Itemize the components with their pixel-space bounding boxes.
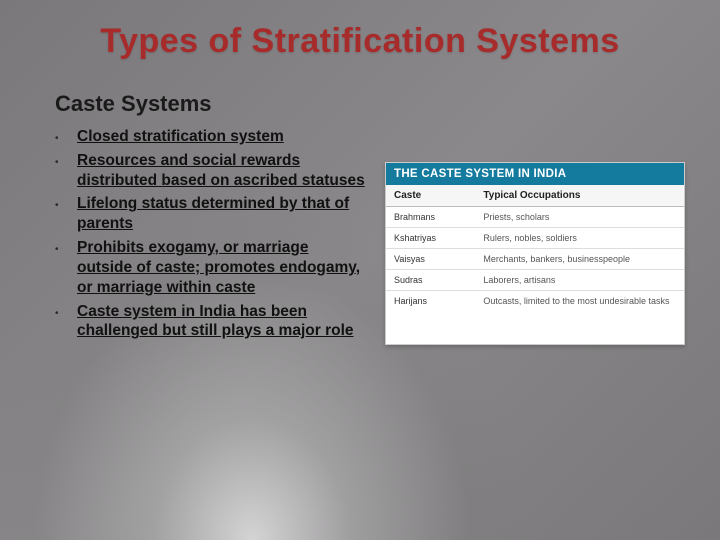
list-item: • Resources and social rewards distribut… xyxy=(55,151,365,191)
table-row: Kshatriyas Rulers, nobles, soldiers xyxy=(386,228,684,249)
list-item: • Prohibits exogamy, or marriage outside… xyxy=(55,238,365,297)
bullet-text: Caste system in India has been challenge… xyxy=(77,302,365,342)
table-row: Harijans Outcasts, limited to the most u… xyxy=(386,291,684,312)
bullet-text: Lifelong status determined by that of pa… xyxy=(77,194,365,234)
cell-occupation: Outcasts, limited to the most undesirabl… xyxy=(475,291,684,312)
bullet-icon: • xyxy=(55,302,77,342)
cell-caste: Vaisyas xyxy=(386,249,475,270)
table-header: THE CASTE SYSTEM IN INDIA xyxy=(386,163,684,185)
table-row: Sudras Laborers, artisans xyxy=(386,270,684,291)
list-item: • Caste system in India has been challen… xyxy=(55,302,365,342)
column-header-occupations: Typical Occupations xyxy=(475,185,684,207)
table-row: Brahmans Priests, scholars xyxy=(386,207,684,228)
cell-occupation: Priests, scholars xyxy=(475,207,684,228)
slide-title: Types of Stratification Systems xyxy=(0,0,720,61)
cell-occupation: Rulers, nobles, soldiers xyxy=(475,228,684,249)
cell-caste: Kshatriyas xyxy=(386,228,475,249)
caste-table: THE CASTE SYSTEM IN INDIA Caste Typical … xyxy=(385,162,685,345)
list-item: • Closed stratification system xyxy=(55,127,365,147)
bullet-icon: • xyxy=(55,238,77,297)
bullet-text: Prohibits exogamy, or marriage outside o… xyxy=(77,238,365,297)
cell-caste: Harijans xyxy=(386,291,475,312)
bullet-text: Closed stratification system xyxy=(77,127,284,147)
cell-caste: Brahmans xyxy=(386,207,475,228)
content-area: • Closed stratification system • Resourc… xyxy=(0,127,720,345)
cell-caste: Sudras xyxy=(386,270,475,291)
bullet-icon: • xyxy=(55,194,77,234)
list-item: • Lifelong status determined by that of … xyxy=(55,194,365,234)
bullet-list: • Closed stratification system • Resourc… xyxy=(55,127,365,345)
cell-occupation: Laborers, artisans xyxy=(475,270,684,291)
slide-subtitle: Caste Systems xyxy=(55,91,720,117)
cell-occupation: Merchants, bankers, businesspeople xyxy=(475,249,684,270)
caste-data-table: Caste Typical Occupations Brahmans Pries… xyxy=(386,185,684,311)
bullet-icon: • xyxy=(55,151,77,191)
bullet-text: Resources and social rewards distributed… xyxy=(77,151,365,191)
bullet-icon: • xyxy=(55,127,77,147)
column-header-caste: Caste xyxy=(386,185,475,207)
table-row: Vaisyas Merchants, bankers, businesspeop… xyxy=(386,249,684,270)
